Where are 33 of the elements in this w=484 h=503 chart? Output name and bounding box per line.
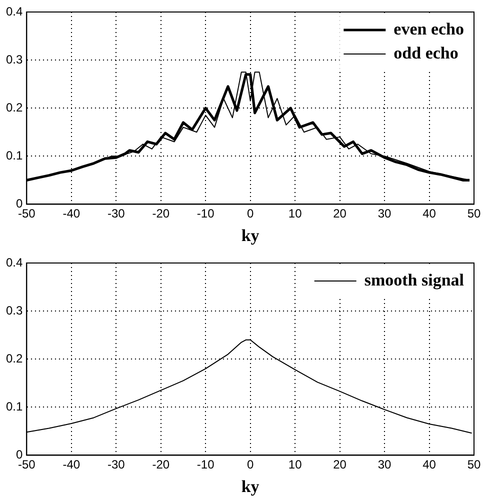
x-tick-label: 30 — [378, 206, 392, 221]
x-tick-label: -20 — [152, 458, 170, 472]
x-tick-label: 0 — [246, 206, 254, 221]
x-tick-label: -20 — [152, 206, 170, 221]
y-tick-label: 0.3 — [6, 52, 23, 66]
x-tick-label: 40 — [422, 206, 436, 221]
x-tick-label: -10 — [196, 458, 215, 472]
x-tick-label: 10 — [288, 458, 302, 472]
x-tick-label: 0 — [246, 458, 254, 472]
x-tick-label: 30 — [378, 458, 392, 472]
x-tick-label: 50 — [467, 206, 481, 221]
y-tick-label: 0.2 — [6, 100, 23, 114]
y-tick-label: 0.4 — [6, 4, 23, 18]
x-tick-label: -40 — [62, 458, 80, 472]
y-tick-label: 0.1 — [6, 148, 23, 162]
x-tick-label: -30 — [107, 206, 126, 221]
x-axis-title: ky — [241, 477, 260, 496]
x-tick-label: -10 — [196, 206, 215, 221]
x-tick-label: 10 — [288, 206, 302, 221]
x-tick-label: -30 — [107, 458, 126, 472]
legend-label: smooth signal — [364, 270, 464, 290]
y-tick-label: 0.4 — [6, 255, 23, 270]
legend-label: even echo — [394, 19, 464, 38]
x-tick-label: 20 — [333, 206, 347, 221]
x-axis-title: ky — [241, 226, 260, 246]
y-tick-label: 0.1 — [6, 399, 23, 414]
x-tick-label: -40 — [62, 206, 80, 221]
y-tick-label: 0.3 — [6, 303, 23, 318]
x-tick-label: 40 — [422, 458, 436, 472]
legend-label: odd echo — [394, 43, 458, 62]
x-tick-label: 20 — [333, 458, 347, 472]
x-tick-label: 50 — [467, 458, 481, 472]
y-tick-label: 0.2 — [6, 351, 23, 366]
